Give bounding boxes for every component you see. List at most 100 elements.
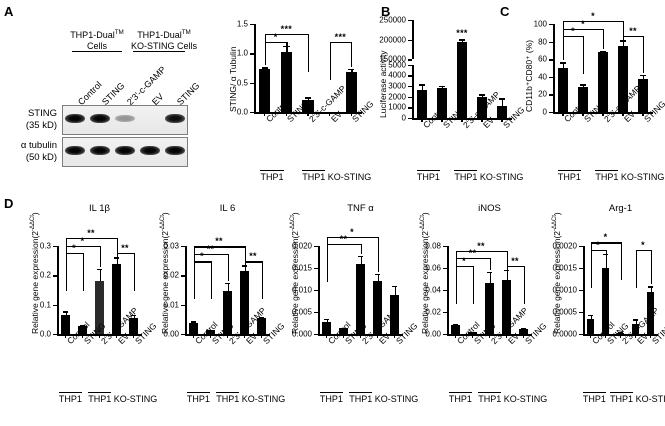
chart-D5-bar-0-errorbar xyxy=(590,315,592,319)
chart-D2-ylabel-sup: -ΔΔCt xyxy=(160,215,167,231)
chart-A-group-left-label: THP1 xyxy=(260,170,284,182)
chart-D5-bar-2-errorcap xyxy=(618,332,623,334)
chart-D2-xtick-3 xyxy=(243,335,246,338)
chart-D4-bar-4-errorcap xyxy=(521,327,526,329)
chart-D2-bar-2-errorbar xyxy=(227,282,229,291)
chart-D5-group-right: THP1 KO-STING xyxy=(610,392,665,404)
chart-C-bar-3-errorbar xyxy=(623,40,625,46)
chart-D3-bar-4 xyxy=(390,295,399,334)
panel-letter-c: C xyxy=(500,4,510,19)
chart-D3-bar-2-errorcap xyxy=(358,255,363,258)
chart-D2-bar-2-errorcap xyxy=(225,282,230,285)
chart-D4-siglabel-0: * xyxy=(462,255,466,266)
chart-C-bracket-1-leg-0 xyxy=(623,36,625,41)
chart-D2-siglabel-2: ** xyxy=(206,243,215,254)
chart-D3-xtick-4 xyxy=(393,335,396,338)
chart-D4-yticklabel-1: 0.02 xyxy=(425,307,441,317)
chart-C-bracket-1 xyxy=(623,36,643,38)
chart-D4-xtick-4 xyxy=(522,335,525,338)
chart-D5-bracket-0 xyxy=(590,249,606,252)
chart-D4-ytick-4 xyxy=(443,246,447,248)
chart-D2-bracket-0-leg-1 xyxy=(210,261,212,300)
chart-B-yticklabel-lower-2: 2000 xyxy=(388,92,406,102)
chart-D3-ytick-3 xyxy=(314,268,318,270)
chart-D2-bar-0-errorcap xyxy=(191,321,196,323)
chart-D3-yticklabel-3: 0.015 xyxy=(291,263,312,273)
chart-D2-bar-3 xyxy=(240,270,249,334)
chart-D5-ytick-3 xyxy=(579,268,583,270)
chart-D4-bar-3-errorcap xyxy=(504,269,509,272)
chart-A-bar-0-errorcap xyxy=(261,67,268,69)
blot-row-0-box xyxy=(62,105,188,135)
chart-D1-ytick-2 xyxy=(53,275,57,277)
chart-C-xtick-4 xyxy=(642,113,644,116)
chart-D1-bar-0-errorbar xyxy=(65,311,67,315)
chart-D4-bar-1 xyxy=(468,332,477,334)
chart-D1-bar-1 xyxy=(78,326,87,334)
chart-C-xtick-3 xyxy=(622,113,624,116)
chart-D2-yticklabel-3: 0.03 xyxy=(163,241,179,251)
chart-D2-ytick-2 xyxy=(181,275,185,277)
chart-D2-group-left: THP1 xyxy=(179,392,218,404)
chart-D1-bar-2-errorbar xyxy=(99,268,101,282)
chart-B-group-right: THP1 KO-STING xyxy=(449,170,530,182)
chart-B-bar-0-errorbar xyxy=(422,84,424,90)
chart-C-group-left: THP1 xyxy=(547,170,592,182)
chart-D1-siglabel-3: ** xyxy=(87,228,95,239)
chart-C-bracket-2-leg-1 xyxy=(603,28,605,50)
chart-B-ytick-upper-2 xyxy=(408,20,412,22)
chart-C-bracket-1-leg-1 xyxy=(643,36,645,73)
chart-D5-bracket-0-leg-1 xyxy=(605,249,607,254)
chart-D1-bar-1-errorcap xyxy=(80,324,85,327)
chart-A-ytick-0 xyxy=(250,112,254,114)
chart-D1-ylabel-sup: -ΔΔCt xyxy=(30,215,37,231)
chart-D4-yticklabel-2: 0.04 xyxy=(425,285,441,295)
chart-D5-bar-3 xyxy=(631,324,640,334)
chart-B-yticklabel-upper-1: 200000 xyxy=(379,35,406,45)
chart-D3-ylabel-sup: -ΔΔCt xyxy=(290,215,297,231)
chart-D5-xtick-0 xyxy=(589,335,592,338)
chart-B-bar-3 xyxy=(476,96,488,118)
chart-D3-yticklabel-0: 0.000 xyxy=(291,329,312,339)
chart-D2-bracket-3-leg-1 xyxy=(244,246,246,264)
chart-D5-yticklabel-0: 0.0000 xyxy=(552,329,577,339)
chart-D1-ytick-1 xyxy=(53,304,57,307)
chart-D3-xtick-0 xyxy=(325,335,328,338)
chart-D3-bar-2 xyxy=(356,263,365,334)
chart-C-bracket-3-leg-0 xyxy=(563,21,565,60)
chart-D4-yaxis xyxy=(447,246,449,334)
chart-D3-group-right-label: THP1 KO-STING xyxy=(349,392,419,404)
chart-D3-yaxis xyxy=(318,246,320,334)
chart-D5-ytick-2 xyxy=(579,290,583,292)
chart-D5-bracket-2 xyxy=(590,242,621,244)
chart-D1-siglabel-0: * xyxy=(72,243,76,254)
chart-A-group-right-label: THP1 KO-STING xyxy=(302,170,372,182)
chart-C-bar-2 xyxy=(597,52,609,112)
chart-C-bar-4-errorbar xyxy=(643,74,645,79)
blot-header-right-line1: THP1-DualTM xyxy=(137,29,191,40)
chart-C-bracket-0-leg-1 xyxy=(583,36,585,75)
chart-D1-bracket-3-leg-0 xyxy=(65,238,67,277)
chart-D2-group-right: THP1 KO-STING xyxy=(216,392,286,404)
chart-D4-siglabel-3: ** xyxy=(477,240,485,251)
chart-A-group-right: THP1 KO-STING xyxy=(294,170,380,182)
blot-header-left: THP1-DualTM Cells xyxy=(68,27,126,52)
chart-B-ytick-lower-3 xyxy=(408,85,412,88)
chart-C-ytick-4 xyxy=(549,41,553,43)
chart-A-bar-4-errorcap xyxy=(348,68,355,70)
chart-D3-group-right: THP1 KO-STING xyxy=(349,392,419,404)
chart-C-yaxis xyxy=(553,24,555,112)
chart-D2-bar-2 xyxy=(223,290,232,334)
chart-D4-ylabel-sup: -ΔΔCt xyxy=(420,215,427,231)
chart-D4-group-left: THP1 xyxy=(441,392,480,404)
chart-C-bracket-2 xyxy=(563,28,603,30)
chart-B-yticklabel-lower-5: 5000 xyxy=(388,60,406,70)
chart-A-yticklabel-2: 1.0 xyxy=(236,48,248,58)
chart-B-ytick-upper-1 xyxy=(408,39,412,41)
blot-header-right-line2: KO-STING Cells xyxy=(130,41,197,51)
chart-D5-yticklabel-4: 0.0020 xyxy=(552,241,577,251)
chart-C-bar-0-errorcap xyxy=(560,62,566,64)
chart-B-sig-0: *** xyxy=(456,28,468,39)
chart-C-yticklabel-3: 60 xyxy=(538,54,547,64)
chart-D1-baseline xyxy=(57,334,142,336)
